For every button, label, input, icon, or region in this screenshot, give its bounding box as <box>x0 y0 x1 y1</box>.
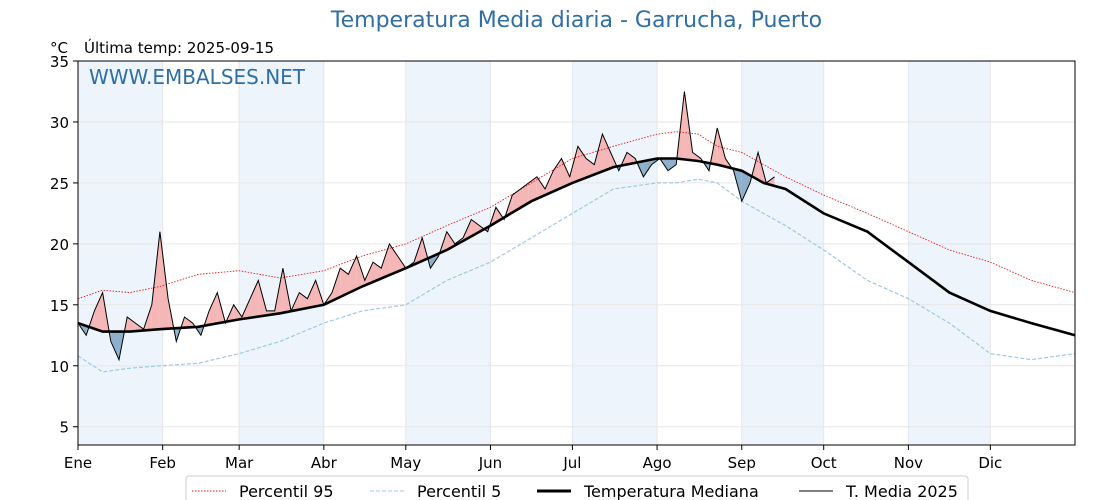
x-tick-label: Jun <box>478 454 502 472</box>
y-tick-label: 20 <box>50 236 69 254</box>
legend-current-label: T. Media 2025 <box>845 482 958 500</box>
below-median-fill <box>110 331 119 360</box>
legend: Percentil 95 Percentil 5 Temperatura Med… <box>185 475 969 500</box>
x-tick-label: May <box>390 454 421 472</box>
last-temp-label: Última temp: 2025-09-15 <box>84 39 275 57</box>
month-bands <box>78 61 991 445</box>
above-median-fill <box>250 280 259 318</box>
month-band <box>78 61 163 445</box>
y-tick-label: 10 <box>50 358 69 376</box>
y-axis: 5 10 15 20 25 30 35 <box>50 53 78 437</box>
above-median-fill <box>332 268 341 301</box>
month-band <box>239 61 324 445</box>
above-median-fill <box>364 262 374 286</box>
above-median-fill <box>577 146 587 181</box>
grid-lines <box>77 60 1075 445</box>
y-unit-label: °C <box>50 39 68 57</box>
watermark-text: WWW.EMBALSES.NET <box>89 65 306 89</box>
above-median-fill <box>184 317 193 328</box>
above-median-fill <box>528 176 537 203</box>
x-axis: Ene Feb Mar Abr May Jun Jul Ago Sep Oct Nov Dic <box>64 445 1002 472</box>
current-year-line <box>77 91 775 362</box>
x-tick-label: Sep <box>728 454 756 472</box>
y-tick-label: 5 <box>59 419 69 437</box>
above-median-fill <box>356 256 365 290</box>
above-median-fill <box>692 152 701 162</box>
legend-p5-label: Percentil 5 <box>417 482 501 500</box>
above-median-fill <box>348 256 357 294</box>
month-band <box>741 61 824 445</box>
x-tick-label: Abr <box>311 454 338 472</box>
x-tick-label: Feb <box>149 454 176 472</box>
above-median-fill <box>151 231 160 330</box>
legend-p95-label: Percentil 95 <box>239 482 334 500</box>
above-median-fill <box>299 292 308 310</box>
above-median-fill <box>512 189 521 213</box>
above-median-fill <box>536 176 546 199</box>
above-median-fill <box>594 134 603 175</box>
above-median-fill <box>340 268 349 297</box>
below-median-fill <box>668 158 677 171</box>
above-median-fill <box>520 182 529 208</box>
x-tick-label: Jul <box>562 454 581 472</box>
percentile-95-line <box>77 131 1076 300</box>
y-tick-label: 25 <box>50 175 69 193</box>
below-median-fill <box>643 159 652 177</box>
plot-frame <box>77 60 1076 446</box>
above-median-fill <box>127 317 136 332</box>
above-median-fill <box>159 231 169 330</box>
above-median-fill <box>602 134 611 172</box>
above-median-fill <box>381 243 390 279</box>
x-tick-label: Ago <box>643 454 672 472</box>
y-tick-label: 30 <box>50 114 69 132</box>
x-tick-label: Dic <box>978 454 1002 472</box>
series-lines <box>77 91 1076 373</box>
above-median-fill <box>94 292 103 332</box>
x-tick-label: Nov <box>894 454 923 472</box>
x-tick-label: Ene <box>64 454 92 472</box>
legend-median-label: Temperatura Mediana <box>583 482 759 500</box>
above-median-fill <box>307 280 316 309</box>
percentile-5-line <box>77 178 1076 373</box>
above-median-fill <box>561 158 570 188</box>
month-band <box>908 61 991 445</box>
month-band <box>572 61 658 445</box>
above-median-fill <box>389 243 398 276</box>
above-median-fill <box>209 292 218 325</box>
above-median-fill <box>545 170 554 196</box>
chart-title: Temperatura Media diaria - Garrucha, Pue… <box>330 8 823 33</box>
above-median-fill <box>553 158 562 192</box>
x-tick-label: Oct <box>811 454 837 472</box>
y-tick-label: 15 <box>50 297 69 315</box>
y-tick-label: 35 <box>50 53 69 71</box>
below-median-fill <box>741 170 750 202</box>
legend-box <box>185 475 969 500</box>
x-tick-label: Mar <box>225 454 254 472</box>
above-median-fill <box>627 152 636 165</box>
